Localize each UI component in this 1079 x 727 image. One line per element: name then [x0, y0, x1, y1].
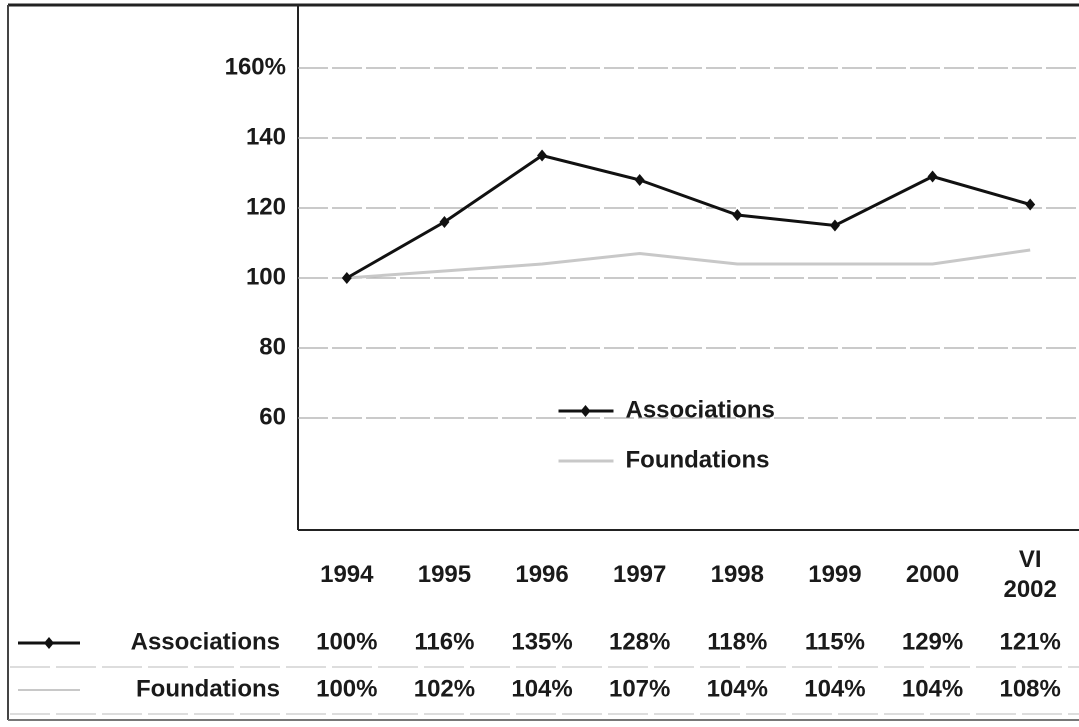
- table-cell: 118%: [707, 628, 767, 655]
- y-tick-label: 140: [246, 123, 286, 150]
- table-marker: [44, 637, 54, 649]
- table-cell: 115%: [805, 628, 865, 655]
- point-marker: [1025, 198, 1036, 211]
- x-tick-label: 2000: [905, 561, 960, 588]
- table-row-label: Foundations: [136, 675, 280, 702]
- point-marker: [537, 149, 548, 162]
- series-line: [346, 153, 1031, 280]
- table-cell: 104%: [902, 675, 963, 702]
- point-marker: [341, 272, 352, 284]
- table-cell: 121%: [999, 628, 1060, 655]
- table-cell: 128%: [609, 628, 670, 655]
- y-tick-label: 100: [246, 263, 286, 290]
- table-cell: 100%: [316, 628, 377, 655]
- y-tick-label: 60: [259, 403, 286, 430]
- x-tick-label: 1995: [417, 561, 472, 588]
- table-cell: 135%: [511, 628, 572, 655]
- legend-label: Foundations: [626, 446, 770, 473]
- point-marker: [439, 216, 450, 228]
- x-tick-label: 1997: [612, 561, 667, 588]
- table-cell: 116%: [414, 628, 474, 655]
- series-line: [346, 248, 1031, 280]
- legend-label: Associations: [626, 396, 775, 423]
- point-marker: [732, 209, 743, 221]
- table-cell: 102%: [414, 675, 475, 702]
- point-marker: [829, 219, 840, 232]
- table-cell: 104%: [804, 675, 865, 702]
- x-tick-label: 1996: [515, 561, 569, 588]
- table-cell: 104%: [511, 675, 572, 702]
- x-tick-label: 1999: [808, 561, 862, 588]
- x-tick-label: 1994: [320, 561, 374, 588]
- y-tick-label: 80: [259, 333, 286, 360]
- table-cell: 104%: [707, 675, 768, 702]
- y-tick-label: 120: [246, 193, 286, 220]
- table-cell: 108%: [999, 675, 1060, 702]
- table-cell: 129%: [902, 628, 963, 655]
- point-marker: [927, 170, 938, 183]
- y-tick-label: 160%: [225, 53, 286, 80]
- table-cell: 107%: [609, 675, 670, 702]
- x-tick-label: 1998: [710, 561, 764, 588]
- table-row-label: Associations: [131, 628, 280, 655]
- table-cell: 100%: [316, 675, 377, 702]
- legend-marker: [580, 405, 591, 417]
- point-marker: [634, 174, 645, 186]
- x-tick-label: VI 2002: [1003, 546, 1057, 603]
